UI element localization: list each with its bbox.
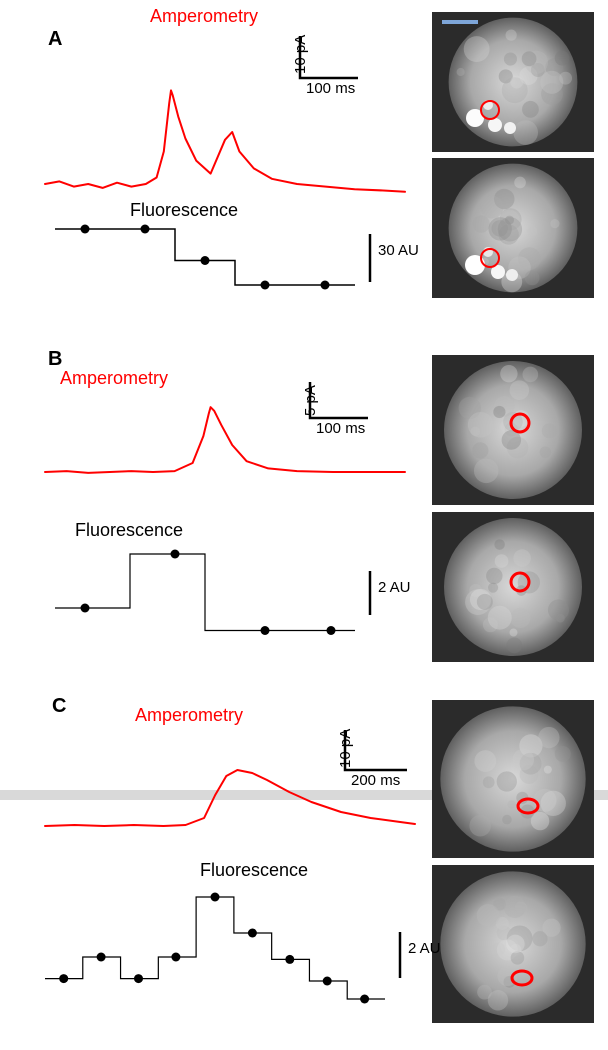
scale-fluo-b: 2 AU [378, 579, 411, 596]
scale-y-b: 5 pA [302, 385, 319, 416]
scale-y-c: 10 pA [337, 729, 354, 768]
traces-svg [0, 0, 608, 1050]
scale-x-a: 100 ms [306, 80, 355, 97]
scale-fluo-c: 2 AU [408, 940, 441, 957]
scale-x-c: 200 ms [351, 772, 400, 789]
scale-y-a: 10 pA [292, 35, 309, 74]
figure-root: A B C Amperometry Amperometry Amperometr… [0, 0, 608, 1050]
scale-x-b: 100 ms [316, 420, 365, 437]
scale-fluo-a: 30 AU [378, 242, 419, 259]
